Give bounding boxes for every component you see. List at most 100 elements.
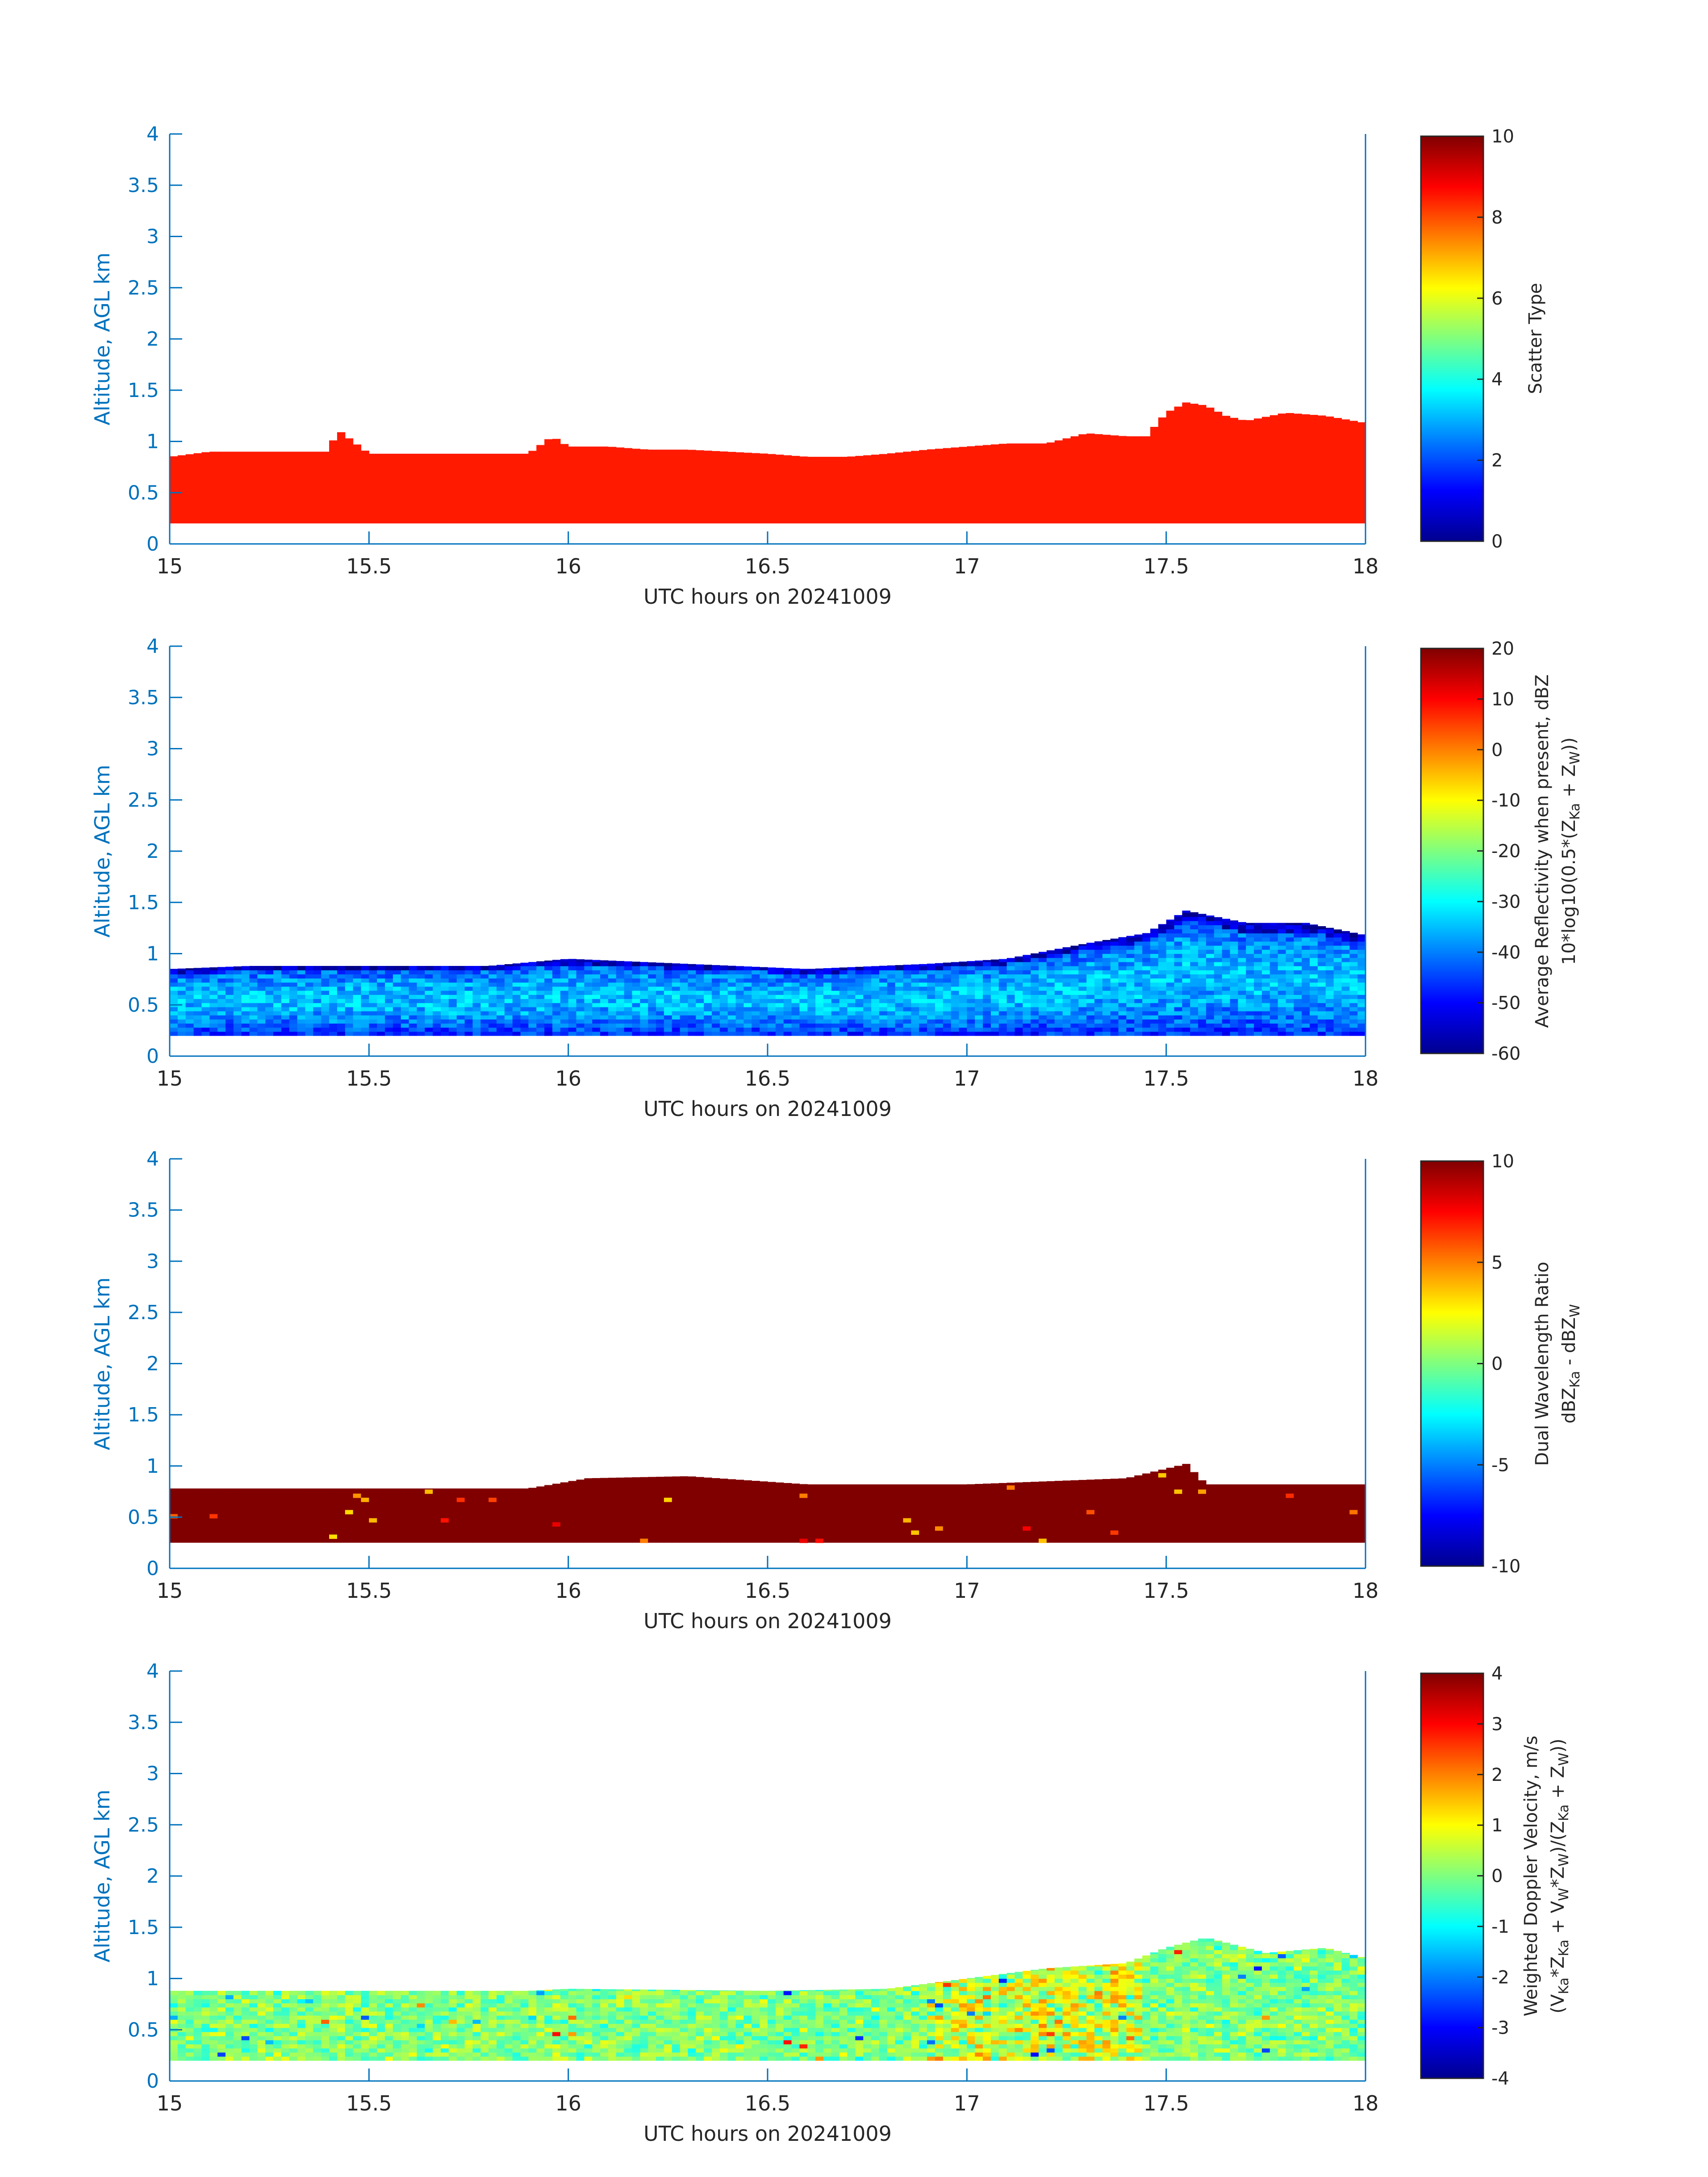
heatmap-cell	[393, 2052, 401, 2057]
heatmap-cell	[712, 2023, 720, 2028]
heatmap-cell	[393, 1023, 401, 1028]
heatmap-cell	[743, 2048, 752, 2053]
y-tick-label: 2	[146, 328, 159, 351]
heatmap-cell	[456, 454, 465, 524]
heatmap-cell	[688, 2011, 696, 2016]
heatmap-cell	[321, 974, 330, 979]
heatmap-cell	[1286, 1007, 1294, 1011]
heatmap-cell	[1278, 945, 1286, 950]
heatmap-cell	[528, 2044, 537, 2049]
heatmap-cell	[967, 1019, 975, 1024]
heatmap-cell	[185, 2007, 194, 2012]
heatmap-cell	[927, 1011, 935, 1015]
heatmap-cell	[201, 2056, 210, 2061]
heatmap-cell	[305, 2007, 313, 2012]
heatmap-cell	[417, 970, 425, 974]
heatmap-cell	[648, 2003, 656, 2008]
heatmap-cell	[775, 2040, 784, 2044]
heatmap-cell	[417, 2056, 425, 2061]
heatmap-cell	[409, 2023, 418, 2028]
heatmap-cell	[464, 2056, 473, 2061]
heatmap-cell	[608, 2027, 617, 2032]
heatmap-cell	[433, 990, 441, 995]
heatmap-cell	[568, 994, 577, 999]
heatmap-cell	[361, 970, 369, 974]
heatmap-cell	[791, 2040, 800, 2044]
heatmap-cell	[632, 448, 640, 524]
heatmap-cell	[385, 2011, 393, 2016]
heatmap-cell	[209, 1015, 218, 1020]
heatmap-cell	[353, 1011, 362, 1015]
heatmap-cell	[735, 1011, 744, 1015]
heatmap-cell	[1222, 961, 1231, 966]
heatmap-cell	[1222, 978, 1231, 983]
heatmap-cell	[433, 1007, 441, 1011]
heatmap-cell	[839, 994, 848, 999]
heatmap-cell	[512, 1003, 521, 1007]
heatmap-cell	[783, 2007, 792, 2012]
heatmap-cell	[752, 1991, 760, 1995]
heatmap-cell	[536, 1015, 545, 1020]
heatmap-cell	[472, 966, 481, 970]
heatmap-cell	[719, 2007, 728, 2012]
heatmap-cell	[680, 999, 689, 1003]
heatmap-cell	[377, 1991, 385, 1995]
heatmap-cell	[696, 1003, 704, 1007]
heatmap-cell	[417, 994, 425, 999]
heatmap-cell	[1118, 957, 1127, 962]
heatmap-cell	[1150, 961, 1159, 966]
heatmap-cell	[768, 1031, 776, 1036]
heatmap-cell	[664, 978, 672, 983]
heatmap-cell	[552, 966, 561, 970]
heatmap-cell	[712, 2007, 720, 2012]
heatmap-cell	[536, 445, 545, 524]
heatmap-cell	[1286, 994, 1294, 999]
heatmap-cell	[448, 2056, 457, 2061]
heatmap-cell	[648, 970, 656, 974]
heatmap-cell	[177, 1991, 186, 1995]
heatmap-cell	[1310, 986, 1318, 991]
heatmap-cell	[1230, 921, 1238, 925]
heatmap-cell	[417, 2019, 425, 2024]
heatmap-cell	[1134, 945, 1143, 950]
heatmap-cell	[592, 2027, 601, 2032]
heatmap-cell	[831, 1011, 840, 1015]
heatmap-cell	[616, 1007, 625, 1011]
heatmap-cell	[791, 1007, 800, 1011]
heatmap-cell	[640, 966, 648, 970]
heatmap-cell	[425, 1489, 433, 1494]
heatmap-cell	[544, 961, 553, 966]
heatmap-cell	[305, 999, 313, 1003]
heatmap-cell	[1278, 1027, 1286, 1032]
heatmap-cell	[560, 999, 569, 1003]
heatmap-cell	[305, 2023, 313, 2028]
heatmap-cell	[807, 1011, 816, 1015]
heatmap-cell	[209, 1995, 218, 1999]
heatmap-cell	[1150, 949, 1159, 954]
heatmap-cell	[743, 1995, 752, 1999]
heatmap-cell	[584, 1989, 593, 1991]
heatmap-cell	[1270, 966, 1278, 970]
heatmap-cell	[1198, 945, 1207, 950]
heatmap-cell	[233, 1991, 242, 1995]
heatmap-cell	[225, 990, 234, 995]
heatmap-cell	[241, 2023, 250, 2028]
heatmap-cell	[1333, 1007, 1342, 1011]
heatmap-cell	[544, 2036, 553, 2040]
heatmap-cell	[656, 1015, 664, 1020]
heatmap-cell	[313, 2040, 322, 2044]
heatmap-cell	[1182, 994, 1190, 999]
heatmap-cell	[768, 2019, 776, 2024]
heatmap-cell	[385, 978, 393, 983]
heatmap-cell	[448, 2031, 457, 2036]
heatmap-cell	[448, 1999, 457, 2004]
heatmap-cell	[1341, 1011, 1350, 1015]
heatmap-cell	[640, 978, 648, 983]
heatmap-cell	[1357, 974, 1366, 979]
heatmap-cell	[1182, 953, 1190, 958]
heatmap-cell	[1246, 961, 1254, 966]
heatmap-cell	[1166, 966, 1175, 970]
heatmap-cell	[656, 2019, 664, 2024]
heatmap-cell	[768, 454, 776, 524]
heatmap-cell	[871, 1015, 880, 1020]
